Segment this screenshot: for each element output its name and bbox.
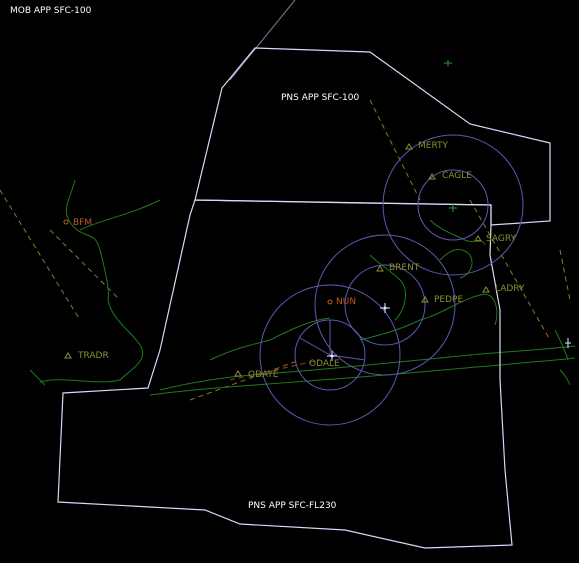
- fix-label: PEDPE: [434, 295, 463, 305]
- fix-label: TRADR: [77, 351, 109, 361]
- route-lines: [0, 0, 570, 400]
- fix-odale[interactable]: ODALE: [309, 359, 340, 369]
- pns-upper-sector-label: PNS APP SFC-100: [281, 93, 359, 103]
- airport-label: NUN: [336, 297, 356, 307]
- fix-cagle[interactable]: CAGLE: [429, 171, 472, 181]
- coastline: [30, 180, 575, 395]
- fix-ladry[interactable]: LADRY: [483, 284, 525, 294]
- aircraft-target[interactable]: [380, 303, 390, 313]
- fix-sagry[interactable]: SAGRY: [475, 234, 517, 244]
- navaid-mark: [444, 60, 452, 66]
- mob-sector-label: MOB APP SFC-100: [10, 6, 92, 16]
- fix-pedpe[interactable]: PEDPE: [422, 295, 463, 305]
- fix-label: LADRY: [495, 284, 525, 294]
- airway-line: [230, 0, 295, 80]
- fix-brent[interactable]: BRENT: [377, 263, 420, 273]
- fix-label: SAGRY: [486, 234, 517, 244]
- fix-label: BRENT: [389, 263, 420, 273]
- fix-merty[interactable]: MERTY: [406, 141, 449, 151]
- airport-nun[interactable]: NUN: [328, 297, 356, 307]
- pns-upper-sector-boundary: [195, 48, 550, 225]
- fix-label: CAGLE: [442, 171, 472, 181]
- fix-odaye[interactable]: ODAYE: [235, 370, 279, 380]
- pns-lower-sector-label: PNS APP SFC-FL230: [248, 501, 337, 511]
- airport-label: BFM: [73, 218, 92, 228]
- fix-label: ODAYE: [248, 370, 279, 380]
- airspace-boundaries: [58, 48, 550, 548]
- fix-tradr[interactable]: TRADR: [65, 351, 109, 361]
- fix-label: ODALE: [309, 359, 340, 369]
- fix-label: MERTY: [418, 141, 449, 151]
- navaid-mark: [449, 204, 457, 212]
